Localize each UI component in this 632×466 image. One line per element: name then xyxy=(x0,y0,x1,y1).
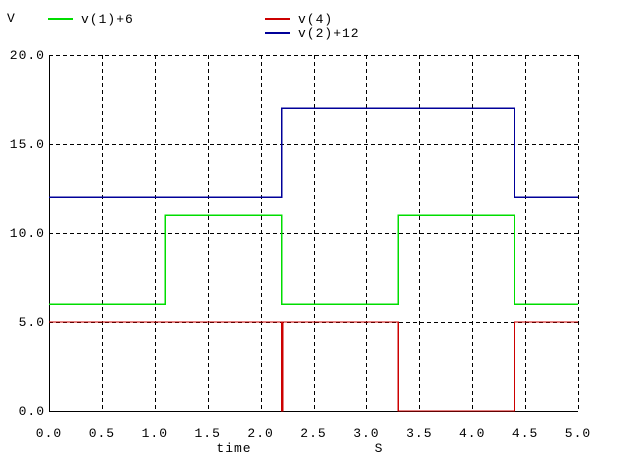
y-tick-label: 20.0 xyxy=(10,48,45,63)
legend-swatch xyxy=(265,18,290,20)
legend-entry: v(2)+12 xyxy=(265,25,360,41)
x-tick-label: 3.0 xyxy=(353,426,379,441)
legend-label: v(1)+6 xyxy=(81,11,134,27)
legend-swatch xyxy=(265,32,290,34)
x-axis-unit-label: S xyxy=(375,441,384,456)
x-tick-label: 4.0 xyxy=(459,426,485,441)
y-tick-label: 10.0 xyxy=(10,226,45,241)
x-tick-label: 1.0 xyxy=(142,426,168,441)
y-tick-label: 5.0 xyxy=(19,315,45,330)
x-tick-label: 2.0 xyxy=(247,426,273,441)
y-tick-label: 15.0 xyxy=(10,137,45,152)
trace-v-4- xyxy=(49,321,578,412)
tick-labels: 0.0 0.5 1.0 1.5 2.0 2.5 3.0 3.5 4.0 4.5 5.0 0.0 5.0 1… xyxy=(10,48,591,441)
legend-entry: v(4) xyxy=(265,11,334,27)
x-tick-label: 1.5 xyxy=(194,426,220,441)
legend-label: v(4) xyxy=(298,11,334,27)
y-tick-label: 0.0 xyxy=(19,404,45,419)
x-tick-label: 3.5 xyxy=(406,426,432,441)
grid-lines xyxy=(49,55,579,411)
x-tick-label: 2.5 xyxy=(300,426,326,441)
legend-label: v(2)+12 xyxy=(298,25,360,41)
signal-traces xyxy=(49,107,578,412)
x-axis-label: time xyxy=(216,441,251,456)
x-tick-label: 5.0 xyxy=(565,426,591,441)
x-tick-label: 0.0 xyxy=(36,426,62,441)
y-axis-unit-label: V xyxy=(7,11,16,26)
trace-v-2-12 xyxy=(49,107,578,199)
x-tick-label: 4.5 xyxy=(512,426,538,441)
trace-v-1-6 xyxy=(49,214,578,305)
legend-entry: v(1)+6 xyxy=(48,11,134,27)
x-tick-label: 0.5 xyxy=(89,426,115,441)
legend-swatch xyxy=(48,18,73,20)
